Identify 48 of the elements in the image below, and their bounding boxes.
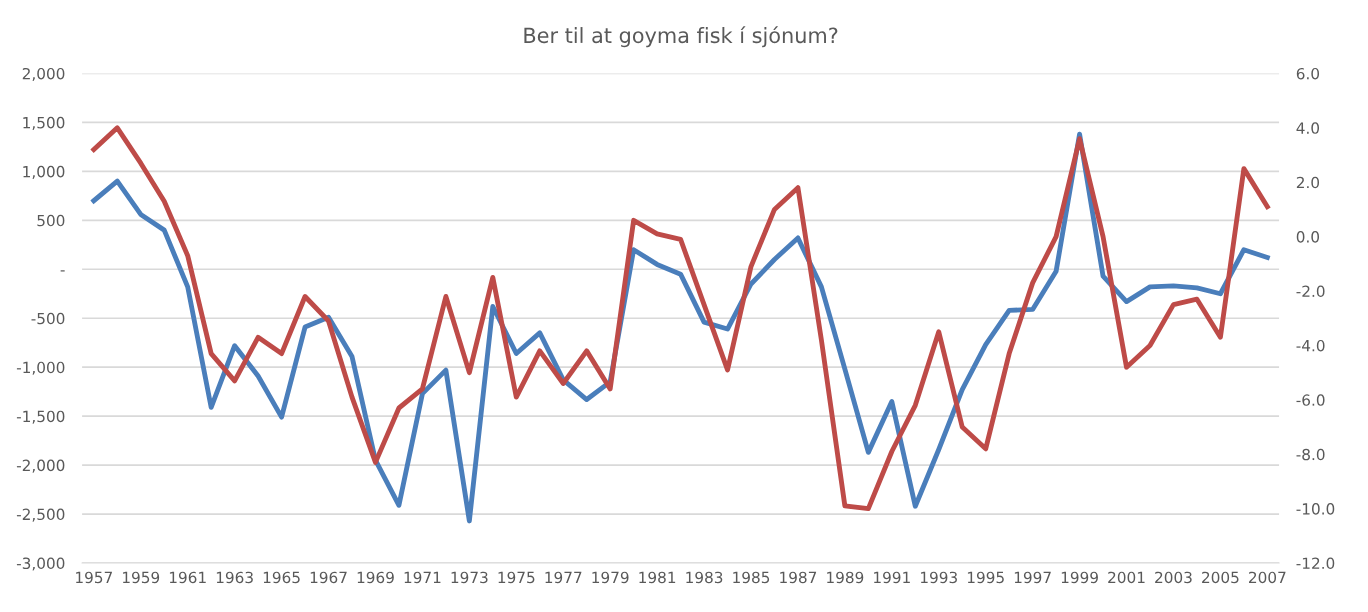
x-tick-label: 1965 [263,571,300,584]
x-tick-label: 1961 [169,571,206,584]
x-tick-label: 1981 [639,571,676,584]
x-tick-label: 1983 [686,571,723,584]
x-tick-label: 1991 [874,571,910,584]
y-tick-label: -2,000 [16,459,65,473]
y-tick-label: - [60,270,65,272]
y-tick-label: -500 [31,312,65,325]
y2-tick-label: -10.0 [1296,503,1335,515]
x-tick-label: 1999 [1061,571,1098,584]
chart-title: Ber til at goyma fisk í sjónum? [524,26,838,48]
y2-tick-label: -6.0 [1296,394,1325,406]
x-tick-label: 1977 [545,571,582,584]
x-tick-label: 2007 [1249,571,1286,584]
x-tick-label: 1993 [920,571,957,584]
x-tick-label: 1995 [967,571,1004,584]
x-tick-label: 2001 [1108,571,1145,584]
y2-tick-label: 4.0 [1296,122,1320,134]
y-tick-label: -3,000 [16,557,65,571]
y-tick-label: 1,000 [23,165,65,179]
x-tick-label: 2005 [1202,571,1239,584]
x-tick-label: 1987 [780,571,817,584]
y2-tick-label: 2.0 [1296,176,1320,189]
y2-tick-label: -2.0 [1296,285,1325,298]
y-tick-label: 2,000 [22,67,65,82]
x-tick-label: 1985 [733,571,770,584]
y-tick-label: 1,500 [23,116,65,130]
x-tick-label: 1959 [122,571,160,584]
x-tick-label: 1997 [1014,571,1051,584]
y2-tick-label: -8.0 [1296,448,1325,461]
x-tick-label: 1969 [357,571,394,584]
x-tick-label: 1963 [216,571,253,584]
y-tick-label: -1,000 [16,361,65,375]
x-tick-label: 1973 [451,571,488,584]
x-tick-label: 1971 [404,571,441,584]
x-tick-label: 1979 [592,571,629,584]
y-tick-label: -2,500 [16,508,65,522]
y2-tick-label: -4.0 [1296,339,1325,352]
y2-tick-label: -12.0 [1296,557,1335,570]
y2-tick-label: 6.0 [1296,67,1320,80]
y2-tick-label: 0.0 [1296,231,1320,243]
y-tick-label: 500 [37,214,65,227]
x-tick-label: 1957 [76,571,112,584]
x-tick-label: 1975 [498,571,535,584]
x-tick-label: 2003 [1155,571,1192,584]
x-tick-label: 1967 [310,571,347,584]
y-tick-label: -1,500 [16,410,65,424]
x-tick-label: 1989 [827,571,864,584]
